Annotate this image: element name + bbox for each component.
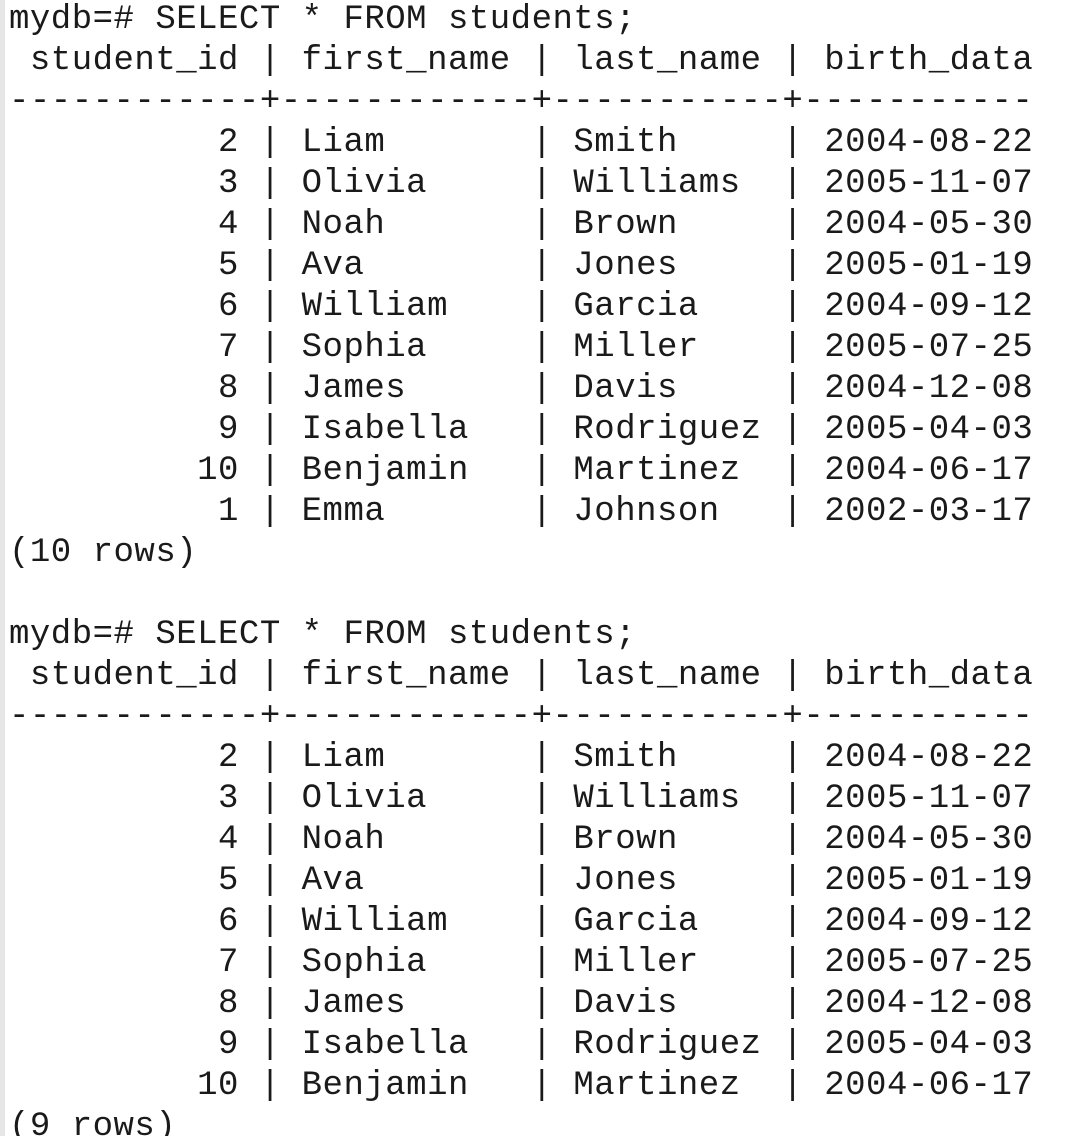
terminal-output: mydb=# SELECT * FROM students; student_i… (5, 0, 1092, 1136)
query-result-1: mydb=# SELECT * FROM students; student_i… (9, 0, 1092, 574)
table-row: 7 | Sophia | Miller | 2005-07-25 (9, 329, 1034, 367)
table-header: student_id | first_name | last_name | bi… (9, 42, 1055, 80)
table-row: 6 | William | Garcia | 2004-09-12 (9, 288, 1034, 326)
table-separator: ------------+------------+-----------+--… (9, 698, 1034, 736)
table-row: 9 | Isabella | Rodriguez | 2005-04-03 (9, 1026, 1034, 1064)
table-row: 5 | Ava | Jones | 2005-01-19 (9, 247, 1034, 285)
query-result-2: mydb=# SELECT * FROM students; student_i… (9, 615, 1092, 1136)
command-prompt: mydb=# SELECT * FROM students; (9, 616, 637, 654)
table-row: 8 | James | Davis | 2004-12-08 (9, 985, 1034, 1023)
table-row: 2 | Liam | Smith | 2004-08-22 (9, 124, 1034, 162)
command-prompt: mydb=# SELECT * FROM students; (9, 1, 637, 39)
table-row: 1 | Emma | Johnson | 2002-03-17 (9, 493, 1034, 531)
row-count: (10 rows) (9, 534, 198, 572)
table-row: 8 | James | Davis | 2004-12-08 (9, 370, 1034, 408)
table-row: 10 | Benjamin | Martinez | 2004-06-17 (9, 452, 1034, 490)
table-row: 3 | Olivia | Williams | 2005-11-07 (9, 780, 1034, 818)
table-row: 4 | Noah | Brown | 2004-05-30 (9, 206, 1034, 244)
table-row: 7 | Sophia | Miller | 2005-07-25 (9, 944, 1034, 982)
table-row: 4 | Noah | Brown | 2004-05-30 (9, 821, 1034, 859)
table-row: 9 | Isabella | Rodriguez | 2005-04-03 (9, 411, 1034, 449)
blank-line (9, 574, 1092, 615)
table-row: 5 | Ava | Jones | 2005-01-19 (9, 862, 1034, 900)
table-row: 2 | Liam | Smith | 2004-08-22 (9, 739, 1034, 777)
table-row: 6 | William | Garcia | 2004-09-12 (9, 903, 1034, 941)
row-count: (9 rows) (9, 1108, 177, 1136)
table-row: 10 | Benjamin | Martinez | 2004-06-17 (9, 1067, 1034, 1105)
table-separator: ------------+------------+-----------+--… (9, 83, 1034, 121)
table-header: student_id | first_name | last_name | bi… (9, 657, 1055, 695)
table-row: 3 | Olivia | Williams | 2005-11-07 (9, 165, 1034, 203)
